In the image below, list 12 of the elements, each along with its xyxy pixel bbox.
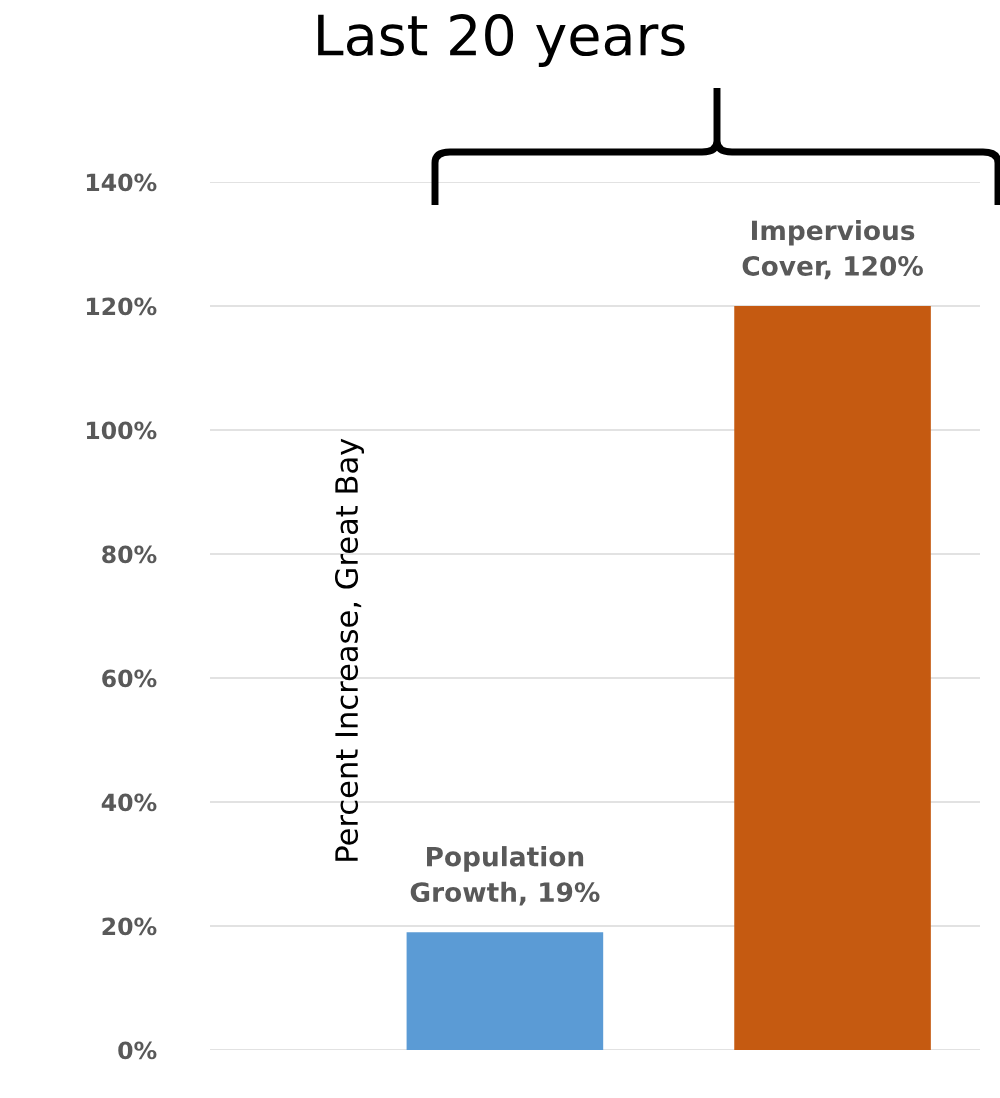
data-label: Impervious Cover, 120% — [742, 219, 923, 280]
y-tick-label: 40% — [101, 793, 157, 812]
y-tick-label: 100% — [86, 421, 157, 440]
y-tick-label: 0% — [118, 1041, 157, 1060]
y-axis-title: Percent Increase, Great Bay — [334, 438, 364, 861]
chart-title: Last 20 years — [318, 14, 685, 67]
y-tick-label: 140% — [86, 173, 157, 192]
y-tick-label: 80% — [102, 545, 157, 564]
y-tick-label: 120% — [86, 297, 157, 316]
y-tick-label: 60% — [102, 669, 157, 688]
data-label: Population Growth, 19% — [410, 846, 600, 906]
y-tick-label: 20% — [102, 917, 157, 936]
